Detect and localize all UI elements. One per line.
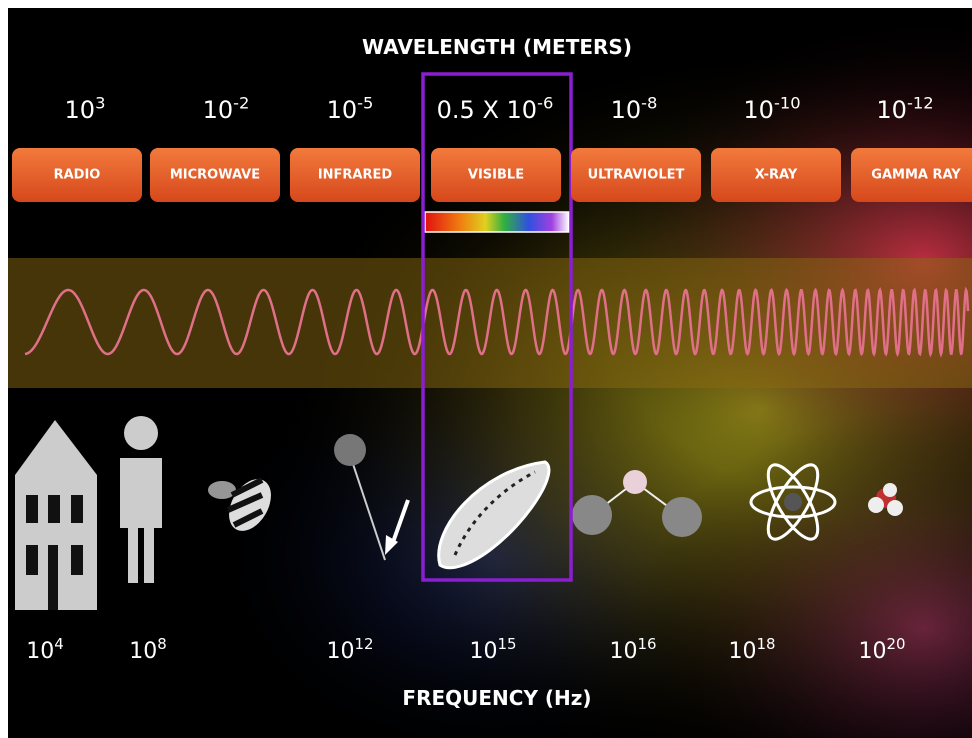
frequency-label-base: 10 xyxy=(728,639,756,664)
wavelength-label-exponent: -2 xyxy=(233,93,249,112)
wavelength-label-base: 10 xyxy=(327,96,358,124)
wavelength-label-exponent: -10 xyxy=(774,93,801,112)
band-label: RADIO xyxy=(54,168,101,183)
wavelength-label-exponent: -5 xyxy=(357,93,373,112)
frequency-label-exponent: 4 xyxy=(54,635,64,653)
wavelength-label-base: 10 xyxy=(876,96,907,124)
spectrum-diagram: WAVELENGTH (METERS) FREQUENCY (Hz) 10310… xyxy=(0,0,972,738)
wavelength-label-base: 0.5 X 10 xyxy=(437,96,537,124)
frequency-label-exponent: 20 xyxy=(886,635,905,653)
band-label: ULTRAVIOLET xyxy=(588,168,685,183)
frequency-label-exponent: 15 xyxy=(497,635,516,653)
frequency-label-base: 10 xyxy=(26,639,54,664)
wavelength-label-exponent: -6 xyxy=(537,93,553,112)
frequency-label-base: 10 xyxy=(609,639,637,664)
wavelength-label-exponent: -12 xyxy=(907,93,934,112)
band-label: X-RAY xyxy=(755,168,798,183)
wavelength-label-base: 10 xyxy=(743,96,774,124)
band-label: MICROWAVE xyxy=(170,168,260,183)
visible-spectrum-bar xyxy=(425,212,569,232)
band-label: GAMMA RAY xyxy=(871,168,961,183)
wavelength-title: WAVELENGTH (METERS) xyxy=(362,35,632,59)
frequency-label-base: 10 xyxy=(326,639,354,664)
frequency-label-base: 10 xyxy=(129,639,157,664)
wavelength-label-exponent: -8 xyxy=(641,93,657,112)
frequency-label-exponent: 16 xyxy=(637,635,656,653)
frequency-label-exponent: 12 xyxy=(354,635,373,653)
wavelength-label-exponent: 3 xyxy=(95,93,105,112)
frequency-label-base: 10 xyxy=(469,639,497,664)
frequency-label-base: 10 xyxy=(858,639,886,664)
frequency-label-exponent: 18 xyxy=(756,635,775,653)
wavelength-label-base: 10 xyxy=(203,96,234,124)
band-label: VISIBLE xyxy=(468,168,524,183)
band-label: INFRARED xyxy=(318,168,393,183)
frequency-label-exponent: 8 xyxy=(157,635,167,653)
wavelength-label: 0.5 X 10-6 xyxy=(437,93,554,124)
wavelength-label-base: 10 xyxy=(611,96,642,124)
frequency-title: FREQUENCY (Hz) xyxy=(402,686,591,710)
wavelength-label-base: 10 xyxy=(65,96,96,124)
